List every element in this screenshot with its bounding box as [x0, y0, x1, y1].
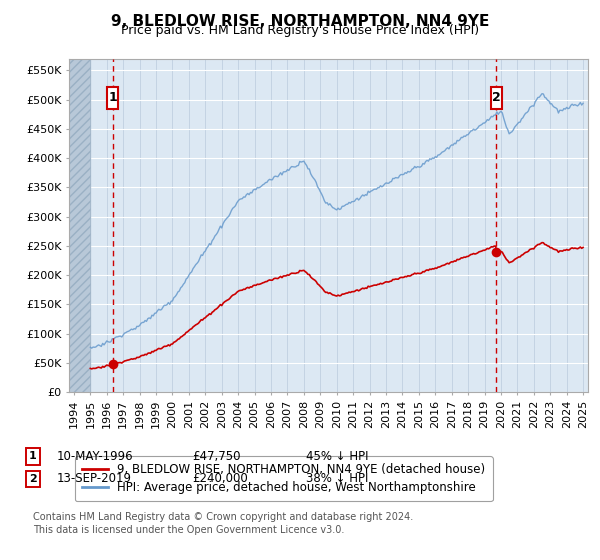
- Text: 45% ↓ HPI: 45% ↓ HPI: [306, 450, 368, 463]
- Text: £47,750: £47,750: [192, 450, 241, 463]
- Text: 2: 2: [29, 474, 37, 484]
- FancyBboxPatch shape: [107, 87, 118, 109]
- Text: Price paid vs. HM Land Registry's House Price Index (HPI): Price paid vs. HM Land Registry's House …: [121, 24, 479, 37]
- Text: Contains HM Land Registry data © Crown copyright and database right 2024.
This d: Contains HM Land Registry data © Crown c…: [33, 512, 413, 535]
- Text: 2: 2: [492, 91, 500, 105]
- Text: 1: 1: [109, 91, 117, 105]
- Text: 9, BLEDLOW RISE, NORTHAMPTON, NN4 9YE: 9, BLEDLOW RISE, NORTHAMPTON, NN4 9YE: [111, 14, 489, 29]
- Bar: [69, 59, 91, 392]
- Text: £240,000: £240,000: [192, 472, 248, 486]
- Bar: [69, 59, 91, 392]
- Text: 13-SEP-2019: 13-SEP-2019: [57, 472, 132, 486]
- Legend: 9, BLEDLOW RISE, NORTHAMPTON, NN4 9YE (detached house), HPI: Average price, deta: 9, BLEDLOW RISE, NORTHAMPTON, NN4 9YE (d…: [75, 456, 493, 501]
- FancyBboxPatch shape: [491, 87, 502, 109]
- Text: 10-MAY-1996: 10-MAY-1996: [57, 450, 134, 463]
- Text: 38% ↓ HPI: 38% ↓ HPI: [306, 472, 368, 486]
- Text: 1: 1: [29, 451, 37, 461]
